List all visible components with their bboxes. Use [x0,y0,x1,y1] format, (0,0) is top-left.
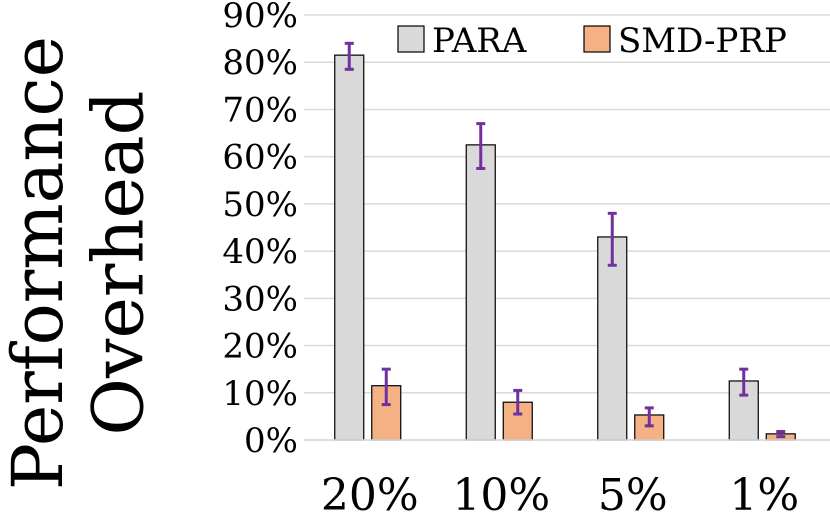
y-tick-label-10: 10% [222,374,298,414]
legend-swatch-smd-prp [583,25,611,53]
bar-smd-prp-0 [371,385,402,441]
y-tick-label-30: 30% [222,279,298,319]
y-tick-label-90: 90% [222,0,298,36]
x-tick-label-3: 1% [729,470,799,517]
bar-para-1 [465,144,496,441]
x-tick-label-1: 10% [452,470,550,517]
y-tick-label-20: 20% [222,327,298,367]
legend-label-para: PARA [432,21,527,61]
y-tick-label-80: 80% [222,43,298,83]
bar-para-2 [597,236,628,441]
legend-label-smd-prp: SMD-PRP [618,21,787,61]
y-tick-label-60: 60% [222,138,298,178]
legend-swatch-para [397,25,425,53]
y-tick-label-50: 50% [222,185,298,225]
bar-para-0 [334,54,365,441]
y-tick-label-70: 70% [222,90,298,130]
x-tick-label-2: 5% [598,470,668,517]
x-tick-label-0: 20% [321,470,419,517]
y-tick-label-40: 40% [222,232,298,272]
y-tick-label-0: 0% [244,421,298,461]
